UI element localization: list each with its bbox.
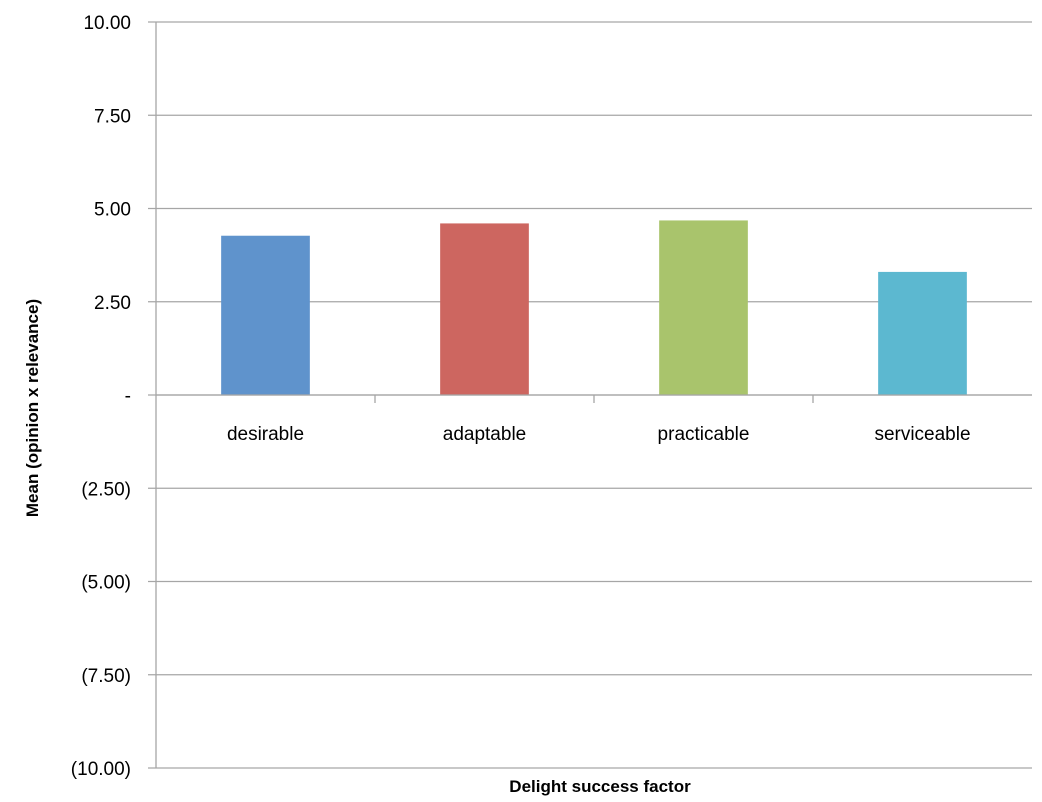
y-tick-label: 10.00	[83, 13, 131, 34]
y-tick-labels: 10.00 7.50 5.00 2.50 - (2.50) (5.00) (7.50) (10.…	[71, 13, 131, 780]
y-tick-label: -	[125, 386, 131, 407]
y-tick-label: 2.50	[94, 293, 131, 314]
bars	[221, 220, 967, 395]
x-category-label: practicable	[658, 424, 750, 445]
bar-serviceable	[878, 271, 967, 395]
axes	[155, 22, 1032, 768]
bar-adaptable	[440, 223, 529, 395]
bar-desirable	[221, 235, 310, 395]
y-tick-label: (5.00)	[81, 573, 131, 594]
x-category-labels: desirable adaptable practicable serviceable	[227, 424, 971, 445]
bar-practicable	[659, 220, 748, 395]
x-category-label: desirable	[227, 424, 304, 445]
y-axis-title: Mean (opinion x relevance)	[23, 299, 42, 517]
x-axis-title: Delight success factor	[509, 777, 691, 796]
y-tick-label: (7.50)	[81, 666, 131, 687]
x-category-label: adaptable	[443, 424, 526, 445]
y-tick-label: (2.50)	[81, 479, 131, 500]
y-tick-label: 7.50	[94, 106, 131, 127]
y-tick-label: 5.00	[94, 200, 131, 221]
y-tick-label: (10.00)	[71, 759, 131, 780]
x-category-label: serviceable	[874, 424, 970, 445]
